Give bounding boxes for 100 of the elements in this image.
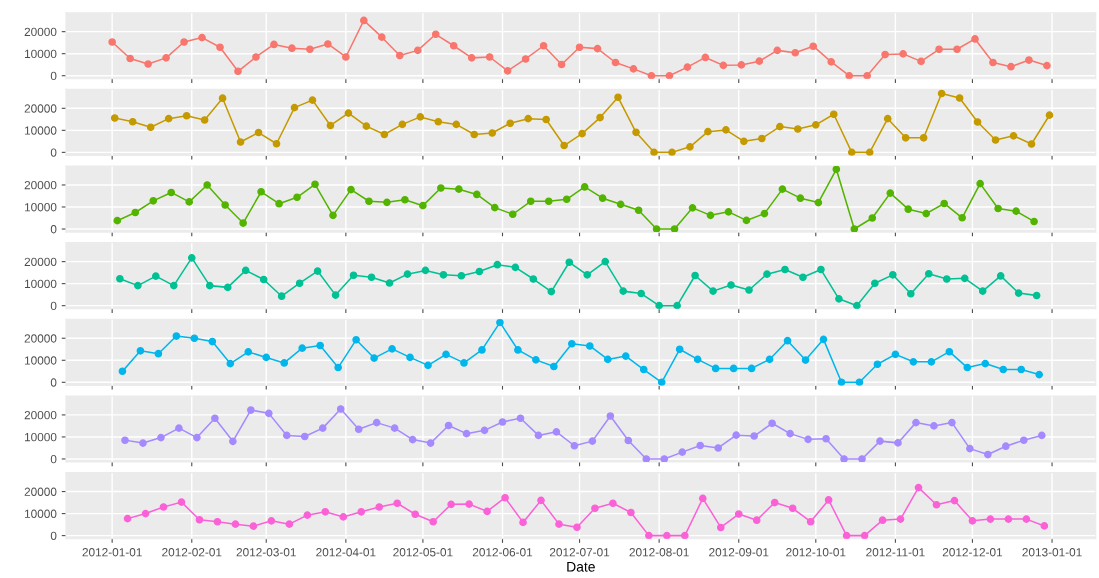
point — [1004, 515, 1013, 523]
point — [213, 517, 222, 526]
point — [426, 439, 435, 447]
point — [277, 292, 286, 301]
point — [544, 197, 553, 206]
point — [701, 53, 710, 62]
point — [1045, 111, 1054, 119]
point — [449, 41, 458, 50]
point — [334, 363, 342, 372]
point — [234, 67, 242, 76]
point — [547, 287, 556, 296]
point — [360, 16, 368, 25]
point — [760, 209, 769, 218]
point — [840, 455, 848, 463]
point — [673, 301, 681, 309]
point — [871, 279, 879, 288]
point — [668, 148, 676, 156]
point — [157, 433, 165, 442]
point — [221, 201, 229, 209]
point — [768, 419, 776, 428]
point — [727, 281, 735, 289]
point — [889, 271, 897, 279]
x-tick-label: 2012-08-01 — [629, 548, 689, 557]
point — [819, 335, 828, 344]
point — [275, 199, 283, 208]
point — [431, 30, 440, 39]
point — [447, 500, 455, 509]
point — [696, 441, 705, 450]
point — [529, 275, 538, 283]
point — [519, 518, 527, 527]
point — [457, 271, 466, 280]
y-tick-label: 10000 — [24, 509, 57, 518]
point — [411, 510, 420, 519]
point — [922, 209, 931, 218]
point — [853, 301, 861, 309]
y-tick-label: 0 — [50, 531, 57, 541]
point — [876, 437, 884, 445]
point — [252, 53, 260, 61]
point — [421, 266, 430, 275]
point — [444, 421, 453, 430]
point — [665, 71, 674, 79]
point — [306, 45, 314, 54]
point — [704, 127, 712, 136]
point — [580, 183, 589, 191]
point — [588, 437, 597, 445]
point — [971, 35, 979, 43]
point — [113, 216, 122, 225]
point — [950, 496, 959, 505]
point — [437, 184, 445, 192]
point — [901, 134, 910, 142]
point — [966, 444, 974, 453]
point — [973, 118, 982, 126]
point — [652, 225, 661, 233]
point — [639, 365, 648, 374]
point — [978, 287, 987, 295]
point — [724, 208, 733, 216]
point — [953, 45, 961, 54]
point — [1012, 207, 1020, 215]
point — [603, 355, 612, 364]
point — [1022, 515, 1031, 523]
point — [128, 117, 137, 126]
point — [1017, 365, 1026, 374]
point — [896, 515, 905, 523]
point — [241, 266, 250, 275]
point — [914, 483, 923, 492]
point — [131, 208, 140, 217]
point — [817, 265, 825, 274]
point — [629, 65, 638, 73]
point — [419, 201, 427, 210]
y-tick-label: 0 — [50, 71, 57, 81]
point — [593, 44, 602, 53]
point — [678, 448, 687, 456]
point — [537, 496, 545, 505]
point — [108, 38, 116, 46]
point — [218, 94, 227, 102]
point — [899, 50, 907, 58]
point — [912, 418, 920, 427]
point — [634, 206, 643, 215]
point — [832, 166, 841, 174]
y-tick-label: 20000 — [24, 257, 57, 266]
point — [560, 141, 568, 150]
point — [698, 494, 707, 503]
point — [942, 275, 951, 283]
point — [632, 128, 640, 137]
point — [516, 414, 525, 423]
point — [660, 455, 669, 463]
y-tick-label: 20000 — [24, 487, 57, 496]
point — [865, 148, 874, 156]
point — [909, 358, 918, 366]
point — [963, 363, 972, 372]
point — [172, 332, 181, 340]
point — [562, 195, 571, 204]
point — [1025, 56, 1033, 64]
point — [732, 431, 741, 439]
point — [1007, 62, 1015, 71]
y-tick-label: 20000 — [24, 27, 57, 37]
point — [793, 125, 802, 133]
y-tick-label: 10000 — [24, 432, 57, 442]
point — [801, 356, 810, 364]
point — [326, 121, 335, 130]
